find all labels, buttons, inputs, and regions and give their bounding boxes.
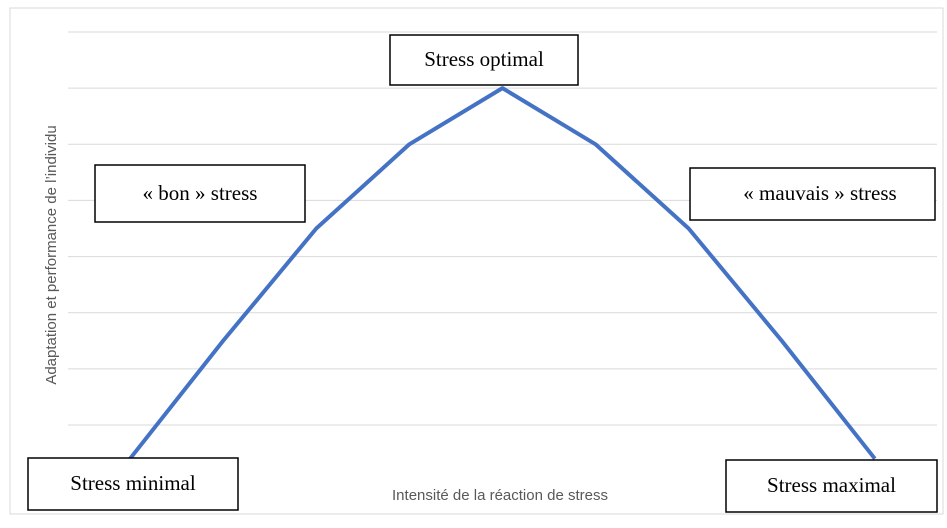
- annotation-box: [725, 459, 938, 513]
- chart-frame: [9, 7, 944, 515]
- y-axis-label: Adaptation et performance de l’individu: [43, 125, 60, 384]
- annotation-box: [94, 164, 306, 223]
- annotation-text: Stress optimal: [424, 47, 544, 71]
- annotation-text: « bon » stress: [143, 181, 258, 205]
- annotation-box: [689, 167, 936, 221]
- annotation-text: « mauvais » stress: [743, 181, 896, 205]
- annotation: Stress minimal: [27, 457, 239, 511]
- plot: [128, 86, 877, 460]
- annotation: Stress maximal: [725, 459, 938, 513]
- data-line: [128, 86, 877, 460]
- annotation-text: Stress maximal: [767, 473, 896, 497]
- annotation-box: [389, 34, 579, 86]
- annotation-box: [27, 457, 239, 511]
- x-axis-label: Intensité de la réaction de stress: [392, 487, 608, 504]
- annotation: « bon » stress: [94, 164, 306, 223]
- annotation-text: Stress minimal: [70, 471, 196, 495]
- annotation: Stress optimal: [389, 34, 579, 86]
- annotation: « mauvais » stress: [689, 167, 936, 221]
